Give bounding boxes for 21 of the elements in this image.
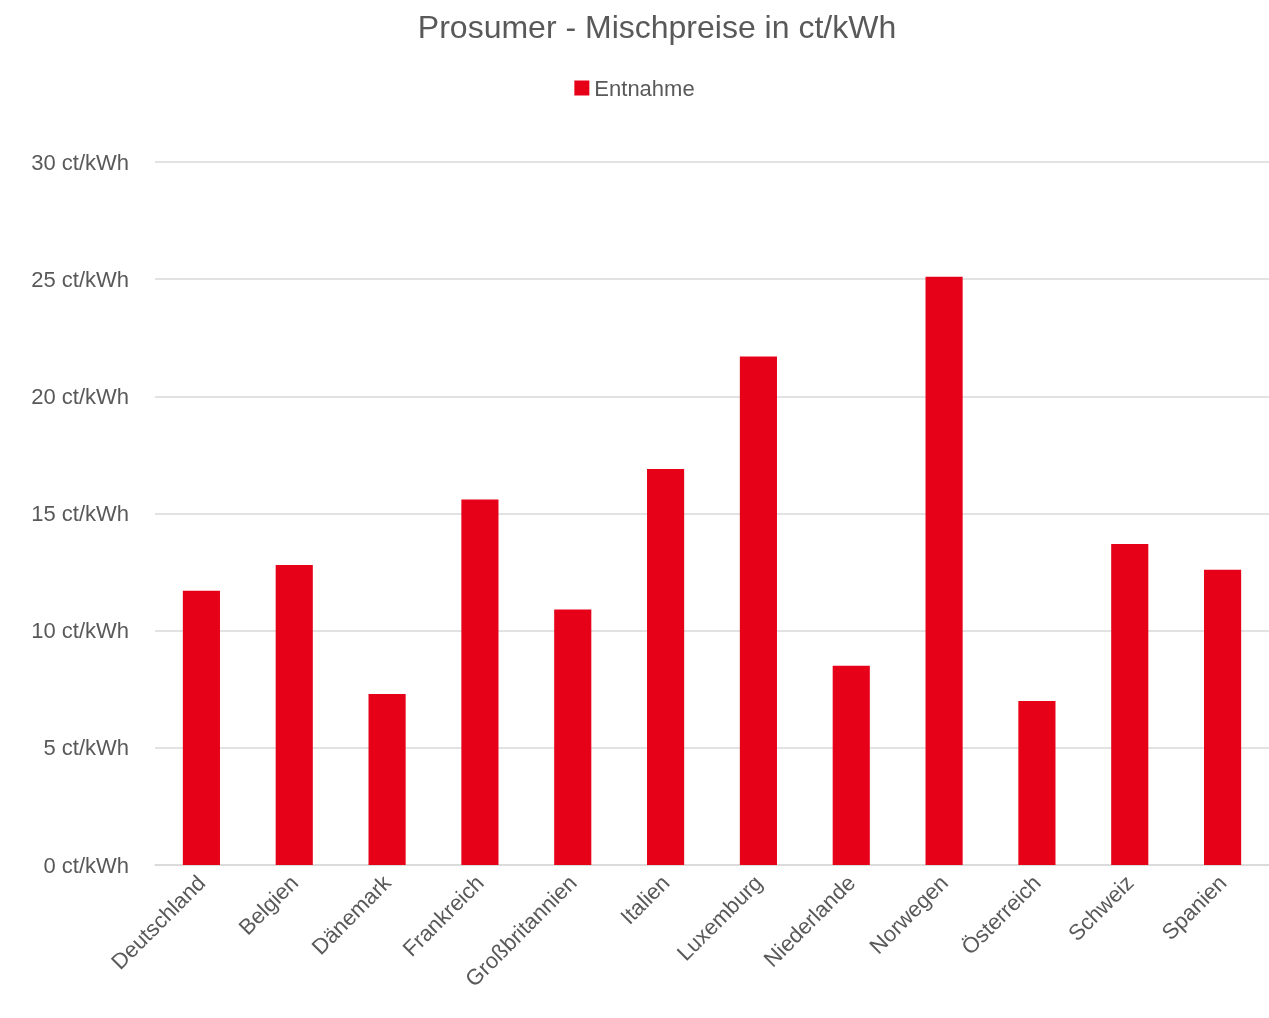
bar bbox=[554, 609, 592, 865]
y-tick-label: 10 ct/kWh bbox=[31, 618, 129, 644]
y-tick-label: 0 ct/kWh bbox=[43, 852, 129, 878]
bar bbox=[1111, 543, 1149, 865]
bar bbox=[832, 665, 870, 865]
legend-label: Entnahme bbox=[594, 75, 695, 101]
bar bbox=[275, 565, 313, 865]
bar bbox=[739, 356, 777, 865]
bar bbox=[182, 590, 220, 865]
bar bbox=[647, 468, 685, 865]
bar bbox=[461, 499, 499, 865]
bar bbox=[1018, 700, 1056, 865]
y-tick-label: 15 ct/kWh bbox=[31, 501, 129, 526]
y-tick-label: 25 ct/kWh bbox=[31, 266, 129, 292]
chart-title: Prosumer - Mischpreise in ct/kWh bbox=[417, 9, 897, 45]
bar bbox=[925, 276, 963, 865]
y-tick-label: 5 ct/kWh bbox=[43, 735, 129, 761]
bar bbox=[1204, 569, 1242, 865]
y-tick-label: 20 ct/kWh bbox=[31, 383, 129, 409]
y-tick-label: 30 ct/kWh bbox=[31, 149, 129, 175]
bar bbox=[368, 693, 406, 865]
